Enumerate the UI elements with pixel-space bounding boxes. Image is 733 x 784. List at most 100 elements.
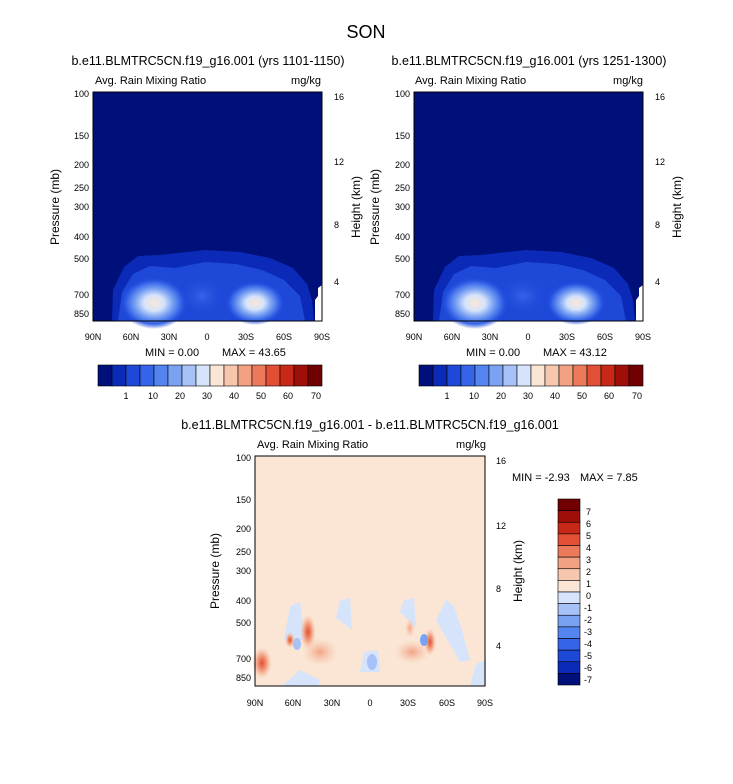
- panel-3-cb-label-m7: -7: [584, 675, 592, 685]
- panel-2-colorbar-swatch-6: [502, 364, 518, 387]
- panel-3-ytick-right-16: 16: [496, 456, 506, 466]
- panel-1-min-label: MIN = 0.00: [145, 347, 199, 359]
- panel-1-cb-label-30: 30: [202, 391, 212, 401]
- panel-1-ytick-500: 500: [74, 254, 89, 264]
- panel-2-max-label: MAX = 43.12: [543, 347, 607, 359]
- panel-3-ytick-200: 200: [236, 524, 251, 534]
- panel-1-cb-label-50: 50: [256, 391, 266, 401]
- panel-2-xtick-90s: 90S: [635, 332, 651, 342]
- panel-3-field-patch-10: [293, 638, 301, 650]
- panel-3-title: b.e11.BLMTRC5CN.f19_g16.001 - b.e11.BLMT…: [181, 418, 559, 432]
- panel-1-max-label: MAX = 43.65: [222, 347, 286, 359]
- panel-1-xtick-90s: 90S: [314, 332, 330, 342]
- panel-2-ylabel: Pressure (mb): [368, 169, 382, 245]
- panel-3-cb-label-m4: -4: [584, 639, 592, 649]
- panel-2-colorbar-swatch-11: [572, 364, 588, 387]
- panel-1-colorbar-swatch-10: [237, 364, 253, 387]
- panel-1-title: b.e11.BLMTRC5CN.f19_g16.001 (yrs 1101-11…: [71, 54, 344, 68]
- panel-1-y-ticks-right: 16 12 8 4: [334, 92, 344, 287]
- panel-1-colorbar-swatch-14: [293, 364, 309, 387]
- panel-3-colorbar-swatch-11: [557, 626, 581, 639]
- panel-3-min-label: MIN = -2.93: [512, 472, 570, 484]
- panel-1-colorbar-swatch-2: [125, 364, 141, 387]
- panel-2-title: b.e11.BLMTRC5CN.f19_g16.001 (yrs 1251-13…: [392, 54, 667, 68]
- panel-1-ytick-850: 850: [74, 309, 89, 319]
- panel-2-cb-label-50: 50: [577, 391, 587, 401]
- panel-3-xtick-60n: 60N: [285, 698, 302, 708]
- panel-2-colorbar-swatch-1: [432, 364, 448, 387]
- panel-1-cb-label-20: 20: [175, 391, 185, 401]
- panel-2-colorbar-swatch-10: [558, 364, 574, 387]
- panel-2-ytick-400: 400: [395, 232, 410, 242]
- panel-2-ytick-200: 200: [395, 160, 410, 170]
- panel-2-field-core-south: [546, 281, 606, 325]
- panel-3-cb-label-4: 4: [586, 543, 591, 553]
- panel-3-ylabel: Pressure (mb): [208, 533, 222, 609]
- panel-1-xtick-90n: 90N: [85, 332, 102, 342]
- panel-2-cb-label-60: 60: [604, 391, 614, 401]
- panel-3-colorbar-swatch-5: [557, 556, 581, 570]
- panel-3-xtick-0: 0: [367, 698, 372, 708]
- panel-3-cb-label-3: 3: [586, 555, 591, 565]
- panel-2-ytick-right-12: 12: [655, 157, 665, 167]
- panel-2-colorbar-swatch-8: [530, 364, 546, 387]
- panel-2-field-core-equator: [499, 276, 547, 316]
- panel-2-xtick-0: 0: [525, 332, 530, 342]
- panel-3-field-patch-8: [420, 634, 428, 646]
- panel-1-colorbar-swatch-0: [97, 364, 113, 387]
- panel-1-surface-mask: [315, 285, 322, 321]
- panel-3-colorbar-swatch-0: [557, 498, 581, 511]
- panel-3-cb-label-m3: -3: [584, 627, 592, 637]
- panel-2-x-ticks: 90N 60N 30N 0 30S 60S 90S: [406, 332, 651, 342]
- panel-2-colorbar-swatch-15: [628, 364, 644, 387]
- panel-2-cb-label-10: 10: [469, 391, 479, 401]
- panel-3-x-ticks: 90N 60N 30N 0 30S 60S 90S: [247, 698, 493, 708]
- panel-3-colorbar-swatch-14: [557, 661, 581, 674]
- panel-3-colorbar-swatch-13: [557, 649, 581, 663]
- panel-1-y-ticks: 100 150 200 250 300 400 500 700 850: [74, 89, 89, 319]
- panel-3-cb-label-m1: -1: [584, 603, 592, 613]
- panel-3-field-light-blue-patches: [282, 598, 486, 686]
- panel-2-subtitle-right: mg/kg: [613, 75, 643, 87]
- panel-3-field: [252, 455, 486, 687]
- panel-3-colorbar-swatch-8: [557, 591, 581, 604]
- panel-2-ytick-100: 100: [395, 89, 410, 99]
- panel-1-cb-label-1: 1: [123, 391, 128, 401]
- panel-2-field-core-north: [441, 277, 509, 329]
- panel-3-xtick-30s: 30S: [400, 698, 416, 708]
- panel-2-colorbar-swatch-4: [474, 364, 490, 387]
- panel-1-colorbar-labels: 1 10 20 30 40 50 60 70: [123, 391, 321, 401]
- panel-1-colorbar-swatch-8: [209, 364, 225, 387]
- panel-2-colorbar-swatch-2: [446, 364, 462, 387]
- panel-3-cb-label-m5: -5: [584, 651, 592, 661]
- panel-2-cb-label-1: 1: [444, 391, 449, 401]
- panel-3-cb-label-2: 2: [586, 567, 591, 577]
- panel-3-y-ticks-right: 16 12 8 4: [496, 456, 506, 651]
- panel-2-ytick-250: 250: [395, 183, 410, 193]
- panel-3-field-patch-9: [367, 654, 377, 670]
- panel-3-colorbar-labels: 7 6 5 4 3 2 1 0 -1 -2 -3 -4 -5 -6 -7: [584, 507, 592, 685]
- panel-3-field-patch-3: [285, 632, 295, 648]
- panel-3-colorbar-swatch-4: [557, 545, 581, 558]
- panel-3: b.e11.BLMTRC5CN.f19_g16.001 - b.e11.BLMT…: [181, 418, 638, 708]
- panel-3-ytick-250: 250: [236, 547, 251, 557]
- panel-2-xtick-60s: 60S: [597, 332, 613, 342]
- panel-3-xtick-90s: 90S: [477, 698, 493, 708]
- panel-3-cb-label-7: 7: [586, 507, 591, 517]
- panel-2-ytick-850: 850: [395, 309, 410, 319]
- panel-3-ylabel-right: Height (km): [511, 540, 525, 602]
- panel-1-cb-label-60: 60: [283, 391, 293, 401]
- panel-1-colorbar-swatch-12: [265, 364, 281, 387]
- panel-3-colorbar-swatch-1: [557, 510, 581, 523]
- panel-2-xtick-60n: 60N: [444, 332, 461, 342]
- panel-3-colorbar-swatch-3: [557, 533, 581, 546]
- panel-1-xtick-30s: 30S: [238, 332, 254, 342]
- panel-1-ytick-250: 250: [74, 183, 89, 193]
- panel-1-ytick-right-8: 8: [334, 220, 339, 230]
- panel-1-xtick-30n: 30N: [161, 332, 178, 342]
- panel-3-ytick-850: 850: [236, 673, 251, 683]
- panel-3-ytick-400: 400: [236, 596, 251, 606]
- panel-2-colorbar-swatch-0: [418, 364, 434, 387]
- panel-3-xtick-90n: 90N: [247, 698, 264, 708]
- panel-2-ytick-300: 300: [395, 202, 410, 212]
